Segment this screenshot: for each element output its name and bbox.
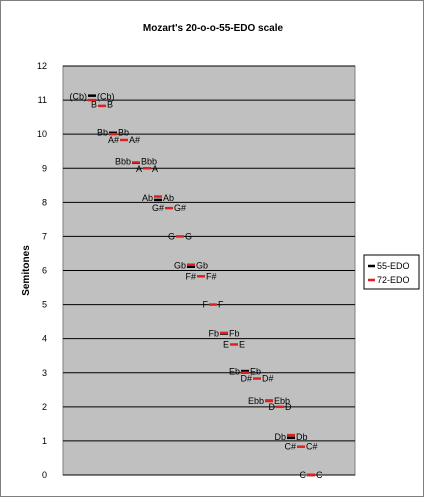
- gridlines: [63, 65, 355, 476]
- note-label: C: [300, 470, 307, 480]
- y-tick-label: 11: [38, 95, 47, 105]
- note-label: F: [203, 300, 209, 310]
- note-label: Fb: [229, 329, 240, 339]
- note-label: Eb: [229, 367, 240, 377]
- note-label: F#: [206, 271, 217, 281]
- legend: 55-EDO 72-EDO: [363, 254, 420, 290]
- note-label: F#: [185, 271, 196, 281]
- y-tick-label: 2: [42, 402, 47, 412]
- note-label: B: [91, 100, 97, 110]
- note-label: Fb: [208, 329, 219, 339]
- y-tick-label: 0: [42, 470, 47, 480]
- note-label: C#: [284, 442, 296, 452]
- note-label: A: [136, 164, 142, 174]
- note-label: F: [218, 300, 224, 310]
- note-label: A: [152, 164, 158, 174]
- legend-label-55-edo: 55-EDO: [377, 261, 410, 271]
- note-label: Ebb: [248, 396, 264, 406]
- y-tick-label: 5: [42, 300, 47, 310]
- note-label: C#: [306, 442, 318, 452]
- note-label: Bbb: [115, 156, 131, 166]
- note-label: (Cb): [70, 92, 88, 102]
- note-label: Db: [274, 432, 286, 442]
- y-axis-label: Semitones: [21, 245, 32, 296]
- note-label: Bb: [97, 127, 108, 137]
- y-tick-label: 1: [42, 436, 47, 446]
- note-label: Gb: [174, 261, 186, 271]
- note-label: D#: [262, 374, 274, 384]
- note-label: E: [239, 339, 245, 349]
- note-label: D: [285, 402, 292, 412]
- note-label: Bb: [118, 127, 129, 137]
- note-label: Db: [296, 432, 308, 442]
- note-label: Ebb: [274, 396, 290, 406]
- note-label: B: [107, 100, 113, 110]
- note-label: Ab: [163, 193, 174, 203]
- chart-title: Mozart's 20-o-o-55-EDO scale: [143, 23, 284, 34]
- legend-label-72-edo: 72-EDO: [377, 275, 410, 285]
- note-label: G#: [152, 203, 164, 213]
- note-label: D: [269, 402, 276, 412]
- note-label: Bbb: [141, 156, 157, 166]
- note-label: A#: [108, 135, 119, 145]
- y-tick-label: 4: [42, 334, 47, 344]
- y-tick-label: 9: [42, 163, 47, 173]
- note-label: G#: [174, 203, 186, 213]
- y-tick-label: 6: [42, 266, 47, 276]
- note-label: G: [185, 231, 192, 241]
- legend-box: [363, 254, 420, 290]
- note-label: C: [316, 470, 323, 480]
- y-tick-label: 12: [37, 61, 47, 71]
- y-tick-label: 7: [42, 231, 47, 241]
- note-label: E: [223, 339, 229, 349]
- note-label: G: [168, 231, 175, 241]
- y-tick-label: 3: [42, 368, 47, 378]
- note-label: (Cb): [97, 92, 115, 102]
- note-label: Ab: [142, 193, 153, 203]
- note-label: A#: [129, 135, 140, 145]
- note-label: Gb: [196, 261, 208, 271]
- y-tick-label: 10: [37, 129, 47, 139]
- data-markers: [88, 94, 315, 477]
- note-label: D#: [240, 374, 252, 384]
- note-label: Eb: [250, 367, 261, 377]
- y-tick-label: 8: [42, 197, 47, 207]
